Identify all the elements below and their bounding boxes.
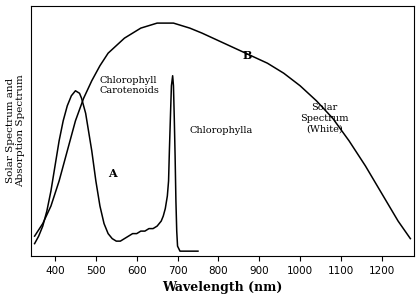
- Text: Solar
Spectrum
(White): Solar Spectrum (White): [300, 103, 349, 133]
- X-axis label: Wavelength (nm): Wavelength (nm): [162, 281, 283, 294]
- Text: Chlorophylla: Chlorophylla: [190, 126, 253, 135]
- Text: Chlorophyll
Carotenoids: Chlorophyll Carotenoids: [100, 76, 160, 95]
- Text: A: A: [108, 168, 116, 179]
- Y-axis label: Solar Spectrum and
Absorption Spectrum: Solar Spectrum and Absorption Spectrum: [5, 74, 25, 187]
- Text: B: B: [242, 50, 252, 61]
